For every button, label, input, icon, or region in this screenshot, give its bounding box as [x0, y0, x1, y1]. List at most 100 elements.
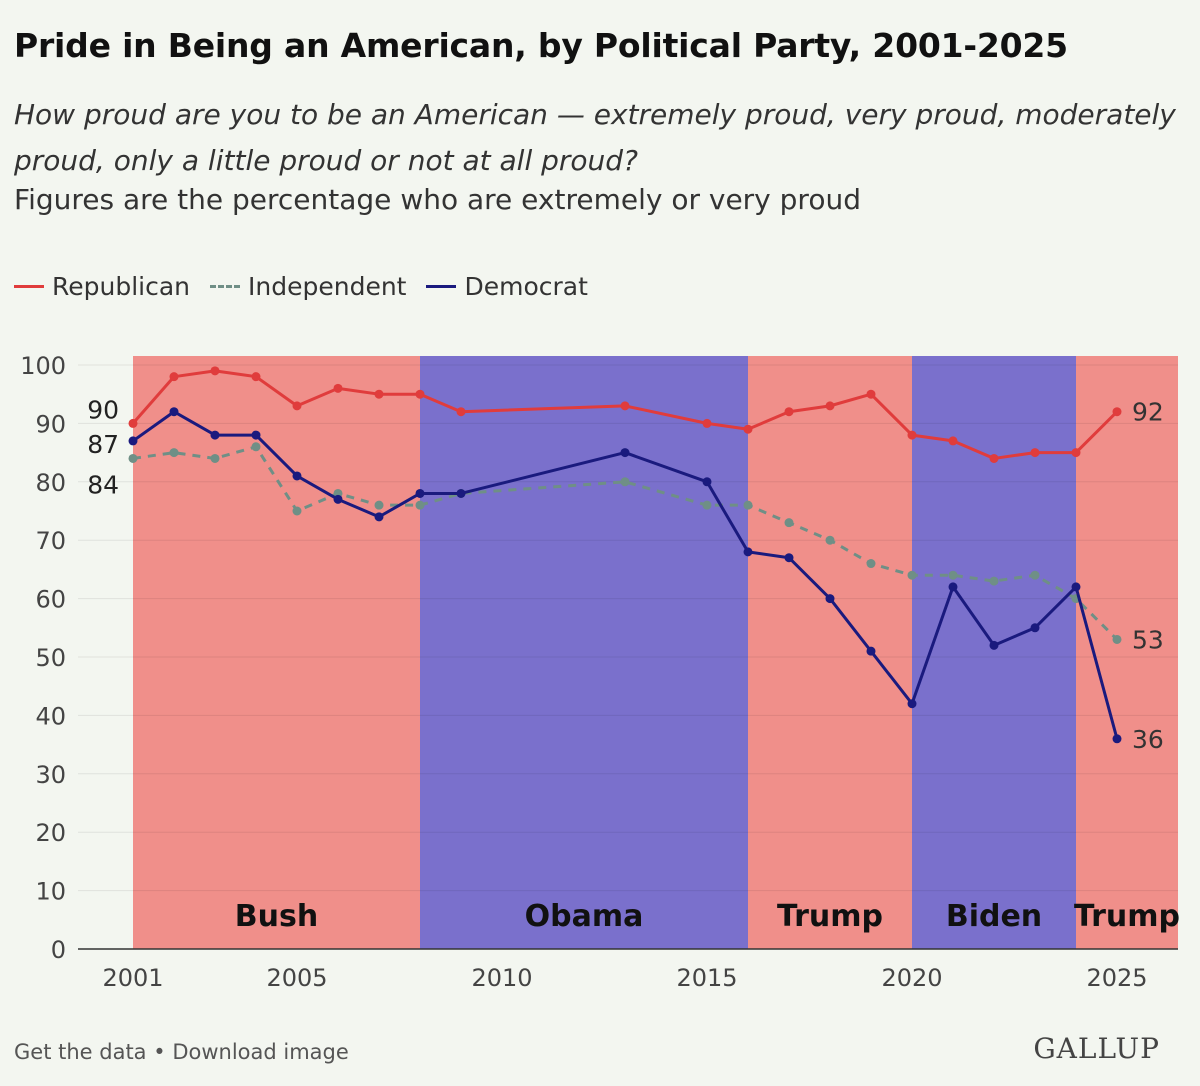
x-tick-2025: 2025 — [1086, 964, 1147, 992]
point-democrat-2020 — [907, 699, 917, 709]
band-bush-0 — [133, 356, 420, 949]
point-independent-2008 — [415, 500, 425, 510]
point-independent-2013 — [620, 477, 630, 487]
legend-label-republican: Republican — [52, 272, 191, 301]
point-democrat-2013 — [620, 448, 630, 458]
series-lines — [128, 366, 1122, 744]
y-tick-60: 60 — [35, 586, 66, 614]
point-democrat-2018 — [825, 594, 835, 604]
point-democrat-2016 — [743, 547, 753, 557]
point-republican-2013 — [620, 401, 630, 411]
band-biden-3 — [912, 356, 1076, 949]
point-democrat-2003 — [210, 430, 220, 440]
point-independent-2007 — [374, 500, 384, 510]
band-label-bush-0: Bush — [235, 899, 318, 934]
chart-note: Figures are the percentage who are extre… — [14, 183, 861, 216]
footer-separator: • — [153, 1040, 166, 1064]
point-independent-2017 — [784, 518, 794, 528]
y-tick-20: 20 — [35, 819, 66, 847]
point-independent-2004 — [251, 442, 261, 452]
point-democrat-2019 — [866, 646, 876, 656]
legend-item-republican[interactable]: Republican — [14, 272, 190, 301]
chart-title: Pride in Being an American, by Political… — [14, 26, 1068, 65]
point-democrat-2009 — [456, 488, 466, 498]
point-republican-2006 — [333, 383, 343, 393]
legend-label-independent: Independent — [248, 272, 407, 301]
point-republican-2024 — [1071, 448, 1081, 458]
legend-item-independent[interactable]: Independent — [210, 272, 406, 301]
download-image-link[interactable]: Download image — [172, 1040, 349, 1064]
point-republican-2022 — [989, 453, 999, 463]
y-tick-100: 100 — [20, 352, 66, 380]
start-label-republican: 90 — [87, 395, 119, 424]
point-independent-2020 — [907, 570, 917, 580]
point-independent-2016 — [743, 500, 753, 510]
y-tick-40: 40 — [35, 702, 66, 730]
point-independent-2019 — [866, 559, 876, 569]
x-tick-2015: 2015 — [676, 964, 737, 992]
point-democrat-2024 — [1071, 582, 1081, 592]
x-tick-2001: 2001 — [102, 964, 163, 992]
point-republican-2017 — [784, 407, 794, 417]
end-label-republican: 92 — [1132, 398, 1164, 427]
y-axis-ticks: 0 10 20 30 40 50 60 70 80 90 100 — [20, 352, 66, 964]
point-democrat-2015 — [702, 477, 712, 487]
gallup-logo: GALLUP — [1033, 1032, 1160, 1065]
y-tick-90: 90 — [35, 410, 66, 438]
administration-labels: Bush Obama Trump Biden Trump — [235, 899, 1180, 934]
point-democrat-2005 — [292, 471, 302, 481]
end-label-democrat: 36 — [1132, 725, 1164, 754]
band-label-trump-4: Trump — [1074, 899, 1180, 934]
point-republican-2018 — [825, 401, 835, 411]
chart-subtitle: How proud are you to be an American — ex… — [14, 98, 1176, 177]
legend-item-democrat[interactable]: Democrat — [426, 272, 588, 301]
point-independent-2023 — [1030, 570, 1040, 580]
y-tick-70: 70 — [35, 527, 66, 555]
point-independent-2001 — [128, 453, 138, 463]
point-republican-2015 — [702, 418, 712, 428]
start-label-independent: 84 — [87, 470, 119, 499]
point-independent-2015 — [702, 500, 712, 510]
point-independent-2022 — [989, 576, 999, 586]
point-independent-2025 — [1112, 634, 1122, 644]
point-independent-2021 — [948, 570, 958, 580]
footer-links: Get the data • Download image — [14, 1040, 349, 1064]
legend-swatch-republican — [14, 285, 44, 288]
point-republican-2019 — [866, 389, 876, 399]
point-republican-2009 — [456, 407, 466, 417]
point-democrat-2017 — [784, 553, 794, 563]
end-label-independent: 53 — [1132, 625, 1164, 654]
get-data-link[interactable]: Get the data — [14, 1040, 147, 1064]
point-democrat-2022 — [989, 640, 999, 650]
band-trump-2 — [748, 356, 912, 949]
y-tick-10: 10 — [35, 878, 66, 906]
point-democrat-2002 — [169, 407, 179, 417]
point-republican-2020 — [907, 430, 917, 440]
band-label-trump-2: Trump — [777, 899, 883, 934]
point-democrat-2006 — [333, 494, 343, 504]
point-independent-2002 — [169, 448, 179, 458]
point-democrat-2021 — [948, 582, 958, 592]
point-independent-2005 — [292, 506, 302, 516]
point-independent-2018 — [825, 535, 835, 545]
point-democrat-2007 — [374, 512, 384, 522]
point-democrat-2025 — [1112, 734, 1122, 744]
x-tick-2010: 2010 — [471, 964, 532, 992]
legend-swatch-democrat — [426, 285, 457, 288]
point-republican-2001 — [128, 418, 138, 428]
point-republican-2003 — [210, 366, 220, 376]
y-tick-50: 50 — [35, 644, 66, 672]
point-republican-2005 — [292, 401, 302, 411]
point-democrat-2004 — [251, 430, 261, 440]
point-republican-2016 — [743, 424, 753, 434]
band-label-obama-1: Obama — [525, 899, 644, 934]
start-label-democrat: 87 — [87, 430, 119, 459]
value-labels: 90 87 84 92 53 36 — [87, 395, 1164, 753]
point-republican-2008 — [415, 389, 425, 399]
legend-label-democrat: Democrat — [464, 272, 588, 301]
point-republican-2023 — [1030, 448, 1040, 458]
point-republican-2004 — [251, 372, 261, 382]
band-obama-1 — [420, 356, 748, 949]
y-tick-80: 80 — [35, 469, 66, 497]
